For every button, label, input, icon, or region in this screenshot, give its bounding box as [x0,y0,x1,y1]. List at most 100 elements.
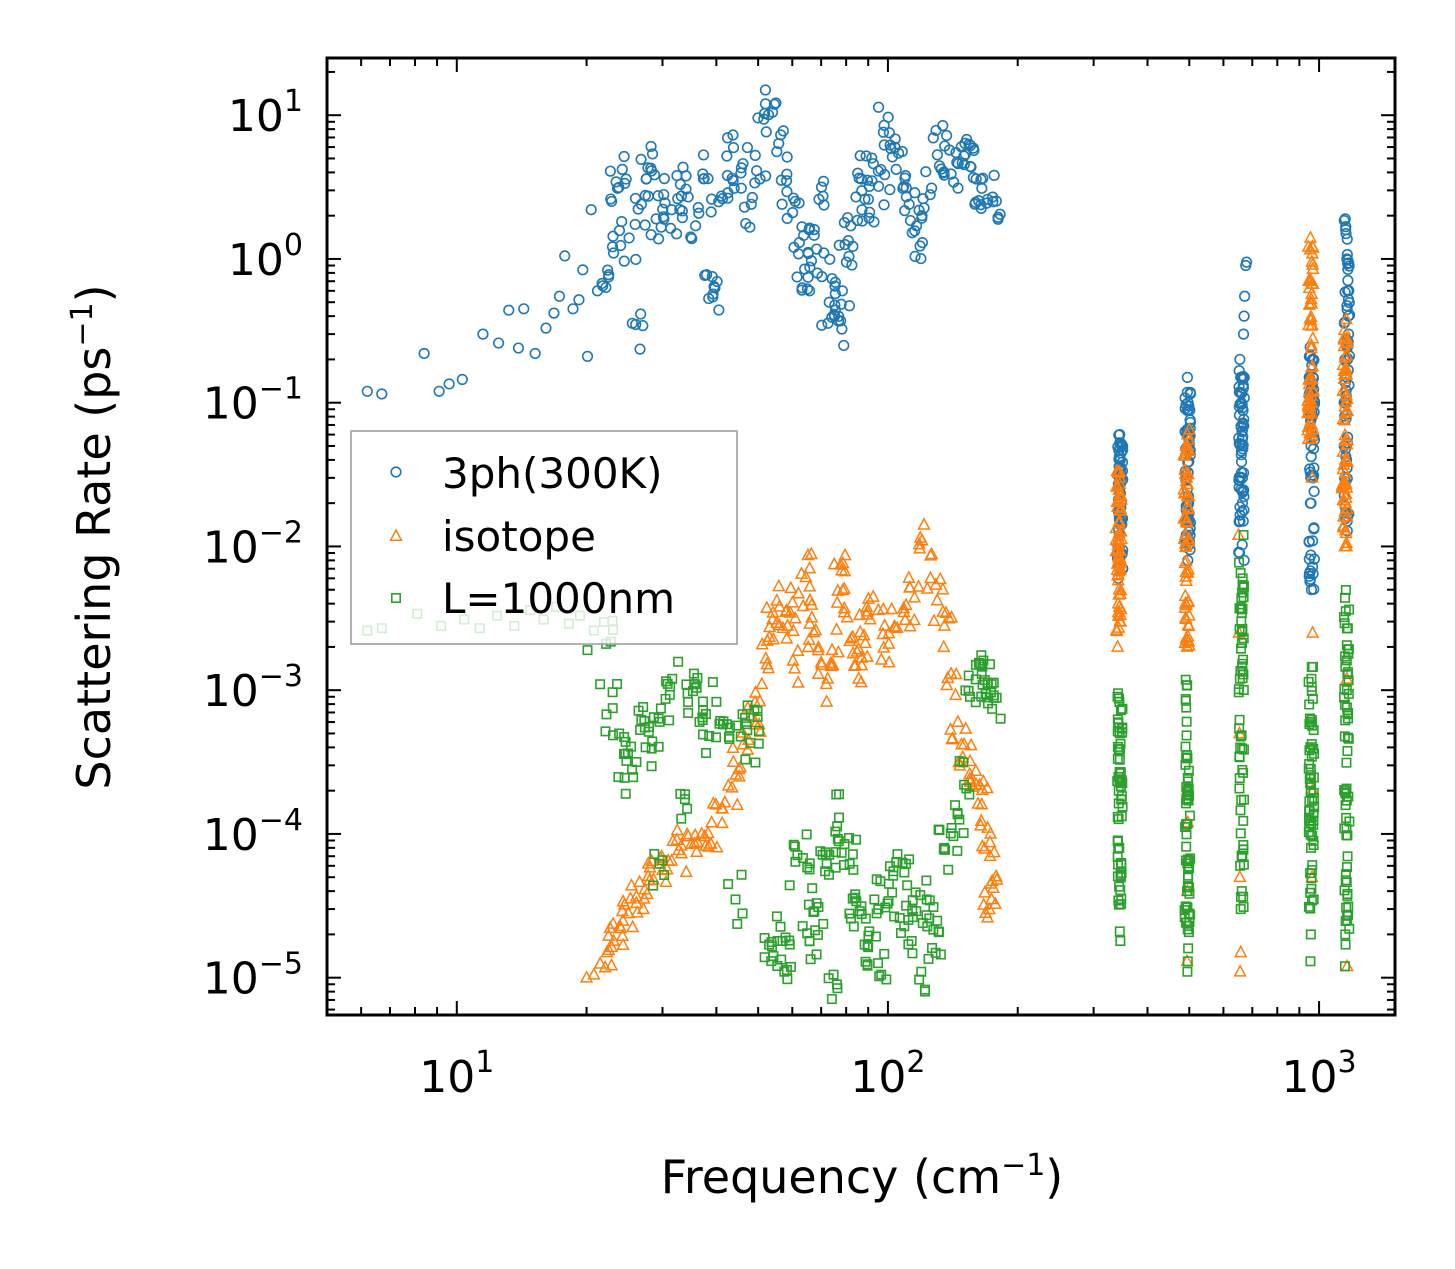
data-point [640,886,654,900]
data-point [1182,966,1193,977]
data-point [975,199,987,211]
band-point [1235,420,1247,432]
band-point [1303,396,1317,409]
data-point [937,119,949,132]
data-point [799,569,813,583]
band-point [1112,836,1123,847]
band-point [1111,572,1125,586]
band-point [1177,447,1191,460]
data-point [889,133,901,145]
data-point [659,870,670,881]
data-point [624,878,639,891]
data-point [887,887,898,898]
data-point [666,204,678,216]
data-point [1306,673,1317,684]
data-point [948,831,959,842]
band-point [1179,573,1193,587]
data-point [821,671,835,684]
band-point [1340,501,1355,514]
band-point [1113,613,1127,627]
data-point [831,644,846,658]
data-point [903,580,917,593]
data-point [875,163,887,176]
data-point [791,675,805,688]
data-point [903,914,914,925]
data-point [936,604,950,617]
data-point [950,800,961,811]
data-point [766,631,780,645]
band-point [1301,431,1315,445]
band-point [1303,901,1314,912]
band-point [1343,675,1354,686]
data-point [791,643,805,656]
band-point [1110,623,1124,637]
data-point [1182,886,1193,897]
band-point [1182,872,1193,883]
band-point [1179,610,1193,623]
band-point [1306,261,1320,274]
data-point [616,163,628,175]
data-point [766,941,777,952]
legend-marker [390,466,402,478]
data-point [722,187,734,199]
data-point [732,918,743,929]
band-point [1181,386,1193,398]
data-point [477,328,489,340]
band-point [1237,418,1249,430]
data-point [811,949,822,960]
data-point [613,224,626,237]
data-point [801,547,815,561]
band-point [1117,444,1129,456]
data-point [704,814,719,828]
band-point [1114,582,1128,596]
data-point [711,732,722,743]
data-point [808,907,819,918]
data-point [689,220,702,232]
data-point [749,177,761,189]
band-point [1112,871,1123,882]
data-point [670,822,684,836]
data-point [710,839,724,853]
data-point [939,844,950,855]
data-point [690,844,704,857]
data-point [791,271,803,283]
data-point [988,169,1000,181]
band-point [1340,661,1351,672]
data-point [632,203,644,215]
data-point [837,600,852,614]
data-point [643,726,654,737]
data-point [811,642,825,656]
data-point [671,169,683,182]
data-point [939,605,953,618]
data-point [846,645,860,659]
data-point [621,755,632,766]
data-point [707,291,719,303]
data-point [889,911,900,922]
data-point [1115,872,1126,883]
data-point [788,610,802,624]
data-point [418,347,430,360]
data-point [687,835,702,849]
data-point [854,150,866,162]
data-point [847,849,858,860]
band-point [1110,533,1125,547]
data-point [871,908,882,919]
data-point [768,98,780,110]
data-point [1240,259,1252,272]
band-point [1112,714,1123,725]
band-point [1234,783,1245,794]
data-point [994,208,1006,220]
data-point [727,142,740,154]
band-point [1303,536,1315,548]
band-point [1114,754,1125,765]
data-point [1111,596,1125,609]
band-point [1343,713,1354,724]
band-point [1112,581,1126,595]
data-point [1110,639,1125,652]
data-point [923,548,938,561]
band-point [1235,828,1246,839]
data-point [596,277,608,290]
band-point [1336,519,1351,533]
tick-labels: 101 102 103 10−5 10−4 10−3 10−2 10−1 100 101 [203,84,1357,1103]
band-point [1340,875,1351,886]
